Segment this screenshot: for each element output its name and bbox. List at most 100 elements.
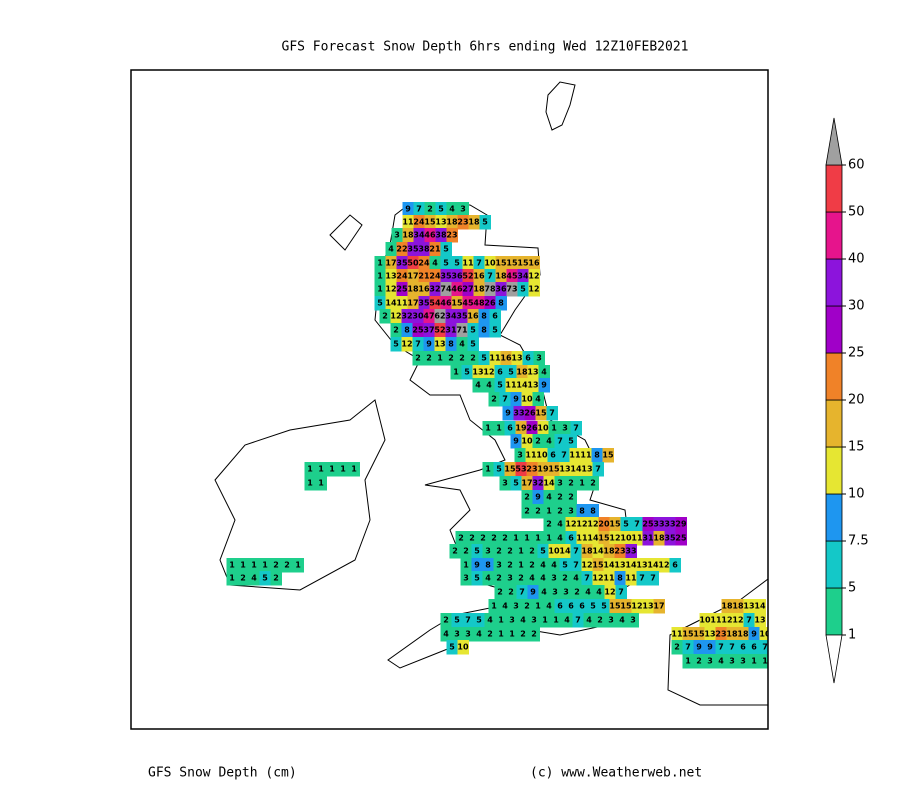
snow-value: 11 [505, 381, 517, 390]
snow-cell [614, 571, 626, 586]
snow-value: 1 [377, 259, 383, 268]
snow-cell [462, 269, 474, 284]
snow-value: 74 [440, 285, 452, 294]
snow-value: 13 [642, 602, 653, 611]
snow-cell [598, 531, 610, 546]
snow-value: 18 [402, 231, 414, 240]
snow-value: 18 [407, 285, 419, 294]
snow-cell [693, 654, 705, 669]
snow-value: 2 [496, 547, 502, 556]
snow-cell [248, 571, 260, 586]
snow-value: 3 [729, 657, 735, 666]
snow-value: 73 [506, 285, 517, 294]
snow-value: 7 [573, 547, 579, 556]
snow-cell [445, 337, 457, 352]
snow-cell [510, 392, 522, 407]
snow-value: 50 [407, 259, 419, 268]
snow-cell [517, 256, 529, 271]
snow-value: 35 [440, 272, 452, 281]
snow-value: 26 [524, 409, 536, 418]
snow-cell [484, 256, 496, 271]
snow-cell [451, 296, 463, 311]
snow-cell [226, 571, 238, 586]
snow-cell [603, 558, 615, 573]
snow-value: 25 [396, 285, 408, 294]
snow-cell [664, 517, 676, 532]
snow-value: 2 [518, 574, 524, 583]
snow-cell [581, 462, 593, 477]
snow-value: 7 [416, 205, 422, 214]
snow-value: 4 [475, 381, 481, 390]
snow-cell [565, 504, 577, 519]
snow-value: 2 [529, 561, 535, 570]
snow-value: 5 [520, 285, 526, 294]
snow-value: 5 [454, 259, 460, 268]
colorbar-band [825, 164, 843, 213]
snow-value: 6 [492, 312, 498, 321]
snow-value: 7 [618, 588, 624, 597]
snow-cell [636, 558, 648, 573]
snow-value: 1 [340, 465, 346, 474]
snow-cell [616, 613, 628, 628]
snow-cell [379, 309, 391, 324]
snow-value: 25 [675, 534, 687, 543]
map: 9 7 2 5 4 311 24 15 13 18 23 18 53 18 34 46 38 234 22 35 38 2… [214, 81, 768, 706]
snow-cell [402, 228, 414, 243]
snow-cell [445, 309, 457, 324]
snow-cell [413, 202, 425, 217]
snow-value: 18 [737, 630, 749, 639]
snow-value: 2 [546, 520, 552, 529]
colorbar-band [825, 587, 843, 636]
snow-value: 15 [682, 630, 694, 639]
snow-cell [418, 269, 430, 284]
snow-cell [538, 365, 550, 380]
snow-value: 1 [307, 465, 313, 474]
snow-value: 10 [620, 534, 632, 543]
snow-cell [620, 531, 632, 546]
colorbar-under [825, 634, 843, 684]
snow-cell [609, 531, 621, 546]
snow-cell [434, 323, 446, 338]
snow-cell [467, 337, 479, 352]
snow-cell [526, 462, 538, 477]
snow-cell [682, 640, 694, 655]
snow-cell [514, 448, 526, 463]
map-frame [130, 69, 769, 730]
snow-value: 13 [435, 218, 446, 227]
snow-cell [516, 585, 528, 600]
snow-value: 26 [526, 424, 538, 433]
snow-cell [527, 585, 539, 600]
snow-cell [390, 337, 402, 352]
snow-cell [374, 282, 386, 297]
snow-value: 21 [418, 272, 430, 281]
snow-cell [493, 462, 505, 477]
snow-cell [460, 544, 472, 559]
snow-cell [743, 599, 755, 614]
snow-value: 5 [393, 340, 399, 349]
snow-cell [543, 434, 555, 449]
snow-cell [625, 544, 637, 559]
snow-cell [493, 571, 505, 586]
snow-cell [554, 531, 566, 546]
snow-cell [615, 585, 627, 600]
snow-value: 2 [597, 616, 603, 625]
snow-cell [468, 215, 480, 230]
snow-cell [495, 627, 507, 642]
snow-value: 2 [491, 534, 497, 543]
snow-cell [506, 282, 518, 297]
snow-value: 34 [413, 231, 425, 240]
snow-value: 5 [464, 368, 470, 377]
snow-value: 15 [592, 561, 604, 570]
snow-value: 16 [528, 259, 540, 268]
snow-value: 4 [540, 561, 546, 570]
snow-cell [505, 365, 517, 380]
snow-value: 2 [524, 602, 530, 611]
snow-cell [726, 627, 738, 642]
snow-value: 32 [429, 285, 440, 294]
snow-cell [647, 571, 659, 586]
snow-cell [532, 434, 544, 449]
snow-cell [521, 599, 533, 614]
colorbar-label: 20 [848, 393, 865, 408]
